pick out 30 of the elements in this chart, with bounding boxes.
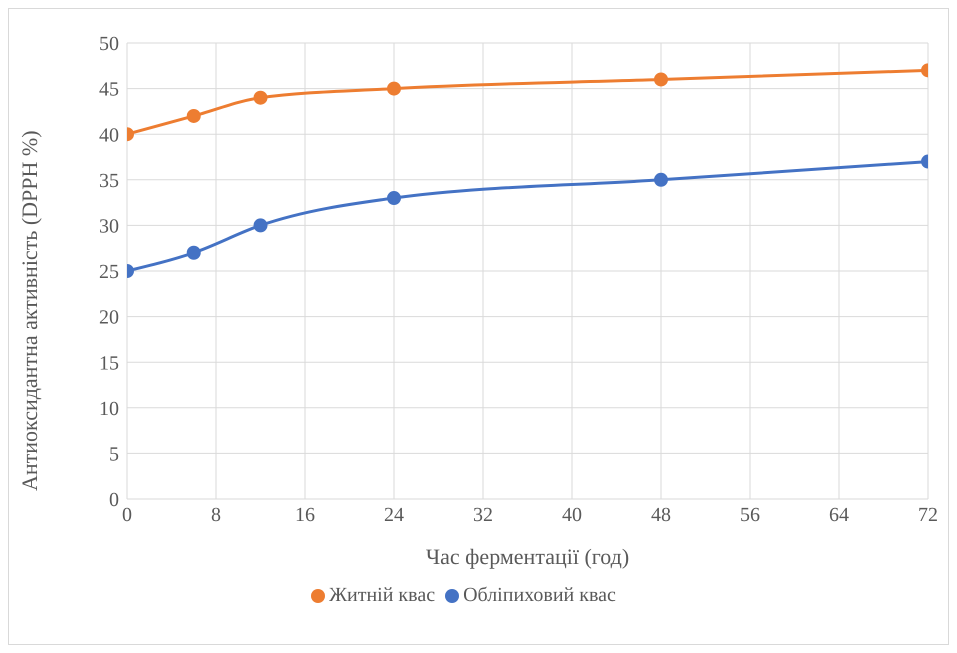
x-tick-label: 56 bbox=[740, 504, 760, 526]
point bbox=[387, 191, 401, 206]
y-tick-label: 20 bbox=[99, 306, 119, 329]
x-tick-label: 40 bbox=[562, 504, 582, 526]
x-axis-title: Час ферментації (год) bbox=[426, 544, 630, 569]
x-tick-label: 16 bbox=[295, 504, 315, 526]
point bbox=[254, 218, 268, 232]
y-tick-label: 40 bbox=[99, 124, 119, 146]
x-tick-label: 32 bbox=[473, 504, 493, 526]
point bbox=[186, 108, 201, 123]
y-tick-label: 45 bbox=[99, 78, 119, 101]
point bbox=[387, 82, 401, 96]
y-tick-label: 10 bbox=[99, 398, 119, 420]
x-tick-label: 8 bbox=[211, 504, 221, 526]
point bbox=[186, 246, 201, 260]
y-tick-label: 50 bbox=[99, 33, 119, 56]
point bbox=[254, 90, 268, 105]
y-tick-label: 30 bbox=[99, 216, 119, 238]
x-tick-label: 72 bbox=[918, 504, 938, 526]
y-tick-label: 5 bbox=[109, 444, 119, 466]
y-axis-title: Антиоксидантна активність (DPPH %) bbox=[16, 130, 42, 491]
y-tick-label: 25 bbox=[99, 261, 119, 284]
y-tick-label: 35 bbox=[99, 170, 119, 192]
y-tick-label: 15 bbox=[99, 352, 119, 374]
legend-label: Житній квас bbox=[329, 584, 436, 606]
x-tick-label: 48 bbox=[651, 504, 671, 526]
x-tick-label: 24 bbox=[384, 504, 404, 526]
legend-label: Обліпиховий квас bbox=[463, 584, 616, 606]
x-tick-label: 64 bbox=[829, 504, 849, 526]
y-tick-label: 0 bbox=[109, 489, 119, 512]
